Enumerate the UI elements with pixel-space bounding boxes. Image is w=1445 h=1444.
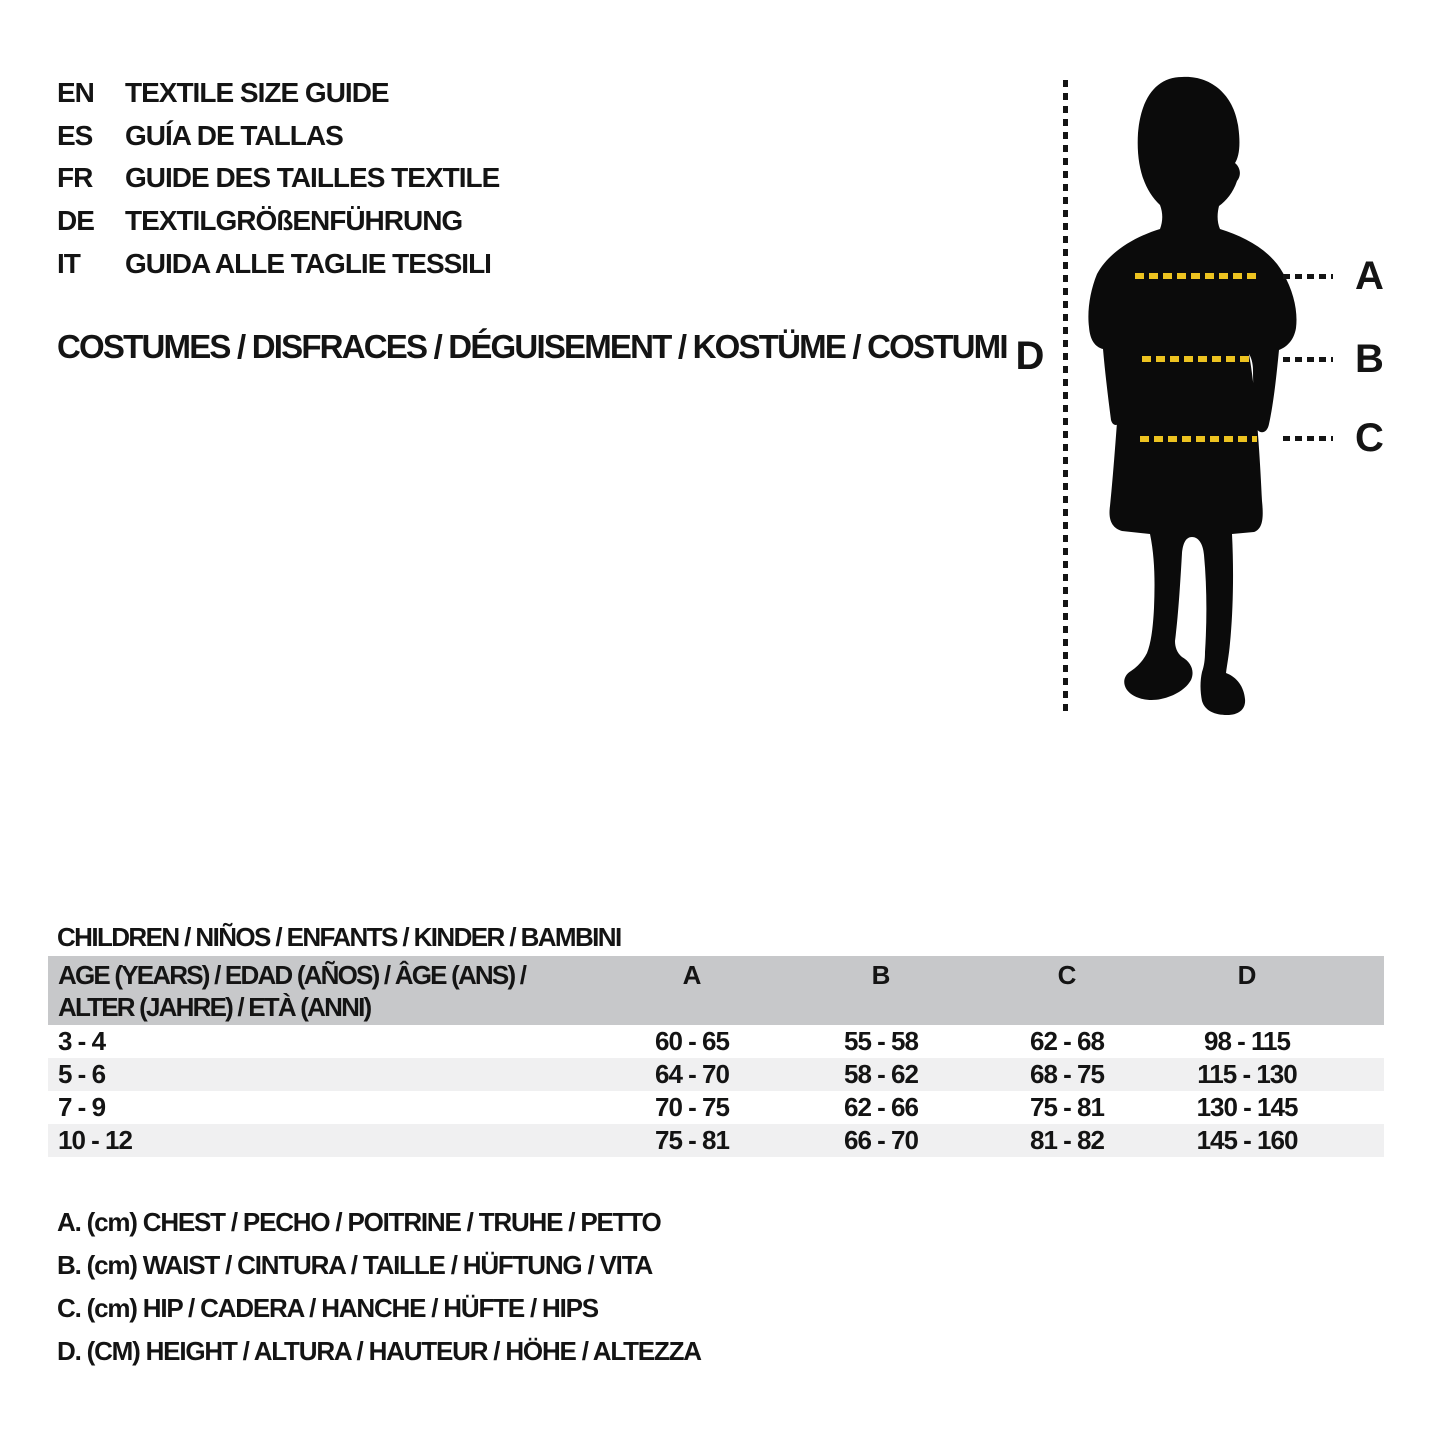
- dotted-connector: [1283, 356, 1333, 362]
- age-cell: 10 - 12: [58, 1125, 133, 1155]
- height-value-cell: 115 - 130: [1197, 1059, 1297, 1089]
- legend-item-height: D. (CM) HEIGHT / ALTURA / HAUTEUR / HÖHE…: [57, 1336, 702, 1366]
- language-title: GUIDE DES TAILLES TEXTILE: [125, 162, 500, 194]
- measurement-legend: A. (cm) CHEST / PECHO / POITRINE / TRUHE…: [57, 1201, 702, 1373]
- language-row-fr: FR GUIDE DES TAILLES TEXTILE: [57, 157, 500, 200]
- legend-item-waist: B. (cm) WAIST / CINTURA / TAILLE / HÜFTU…: [57, 1250, 653, 1280]
- measurement-diagram: D A B C: [1000, 60, 1445, 745]
- language-code: EN: [57, 77, 95, 109]
- age-cell: 5 - 6: [58, 1059, 106, 1089]
- age-header-line2: ALTER (JAHRE) / ETÀ (ANNI): [58, 992, 372, 1022]
- child-silhouette-shape: [1088, 76, 1297, 715]
- table-section-heading: CHILDREN / NIÑOS / ENFANTS / KINDER / BA…: [57, 922, 622, 952]
- table-row: 5 - 6 64 - 70 58 - 62 68 - 75 115 - 130: [48, 1058, 1384, 1091]
- language-code: ES: [57, 119, 93, 151]
- measure-row-waist: B: [1283, 339, 1384, 379]
- waist-value-cell: 55 - 58: [844, 1026, 919, 1056]
- language-title: TEXTILGRÖßENFÜHRUNG: [125, 205, 463, 237]
- hip-value-cell: 81 - 82: [1030, 1125, 1105, 1155]
- chest-value-cell: 64 - 70: [655, 1059, 730, 1089]
- children-size-table: AGE (YEARS) / EDAD (AÑOS) / ÂGE (ANS) / …: [48, 956, 1384, 1157]
- age-header-line1: AGE (YEARS) / EDAD (AÑOS) / ÂGE (ANS) /: [58, 960, 527, 990]
- table-row: 10 - 12 75 - 81 66 - 70 81 - 82 145 - 16…: [48, 1124, 1384, 1157]
- age-cell: 7 - 9: [58, 1092, 106, 1122]
- height-value-cell: 130 - 145: [1196, 1092, 1299, 1122]
- dotted-connector: [1283, 273, 1333, 279]
- legend-item-hip: C. (cm) HIP / CADERA / HANCHE / HÜFTE / …: [57, 1293, 599, 1323]
- column-header-d: D: [1237, 960, 1257, 990]
- chest-value-cell: 75 - 81: [655, 1125, 730, 1155]
- table-header-row: AGE (YEARS) / EDAD (AÑOS) / ÂGE (ANS) / …: [48, 956, 1384, 1025]
- legend-item-chest: A. (cm) CHEST / PECHO / POITRINE / TRUHE…: [57, 1207, 662, 1237]
- language-code: IT: [57, 247, 81, 279]
- height-dotted-line: [1063, 80, 1068, 713]
- dotted-connector: [1283, 435, 1333, 441]
- language-code: FR: [57, 162, 93, 194]
- height-value-cell: 145 - 160: [1196, 1125, 1299, 1155]
- language-row-it: IT GUIDA ALLE TAGLIE TESSILI: [57, 242, 499, 285]
- table-row: 7 - 9 70 - 75 62 - 66 75 - 81 130 - 145: [48, 1091, 1384, 1124]
- chest-value-cell: 60 - 65: [655, 1026, 730, 1056]
- hip-value-cell: 62 - 68: [1030, 1026, 1105, 1056]
- language-row-de: DE TEXTILGRÖßENFÜHRUNG: [57, 200, 499, 243]
- child-silhouette-icon: [1088, 76, 1297, 715]
- waist-value-cell: 58 - 62: [844, 1059, 919, 1089]
- height-measure-label: D: [1015, 334, 1045, 378]
- waist-value-cell: 62 - 66: [844, 1092, 919, 1122]
- language-code: DE: [57, 205, 95, 237]
- age-column-header: AGE (YEARS) / EDAD (AÑOS) / ÂGE (ANS) / …: [48, 959, 596, 1025]
- measure-row-hip: C: [1283, 418, 1384, 458]
- hip-value-cell: 75 - 81: [1030, 1092, 1105, 1122]
- age-cell: 3 - 4: [58, 1026, 106, 1056]
- waist-measure-label: B: [1355, 337, 1384, 381]
- height-value-cell: 98 - 115: [1204, 1026, 1291, 1056]
- chest-measure-label: A: [1355, 254, 1384, 298]
- language-title: GUÍA DE TALLAS: [125, 119, 344, 151]
- chest-value-cell: 70 - 75: [655, 1092, 730, 1122]
- language-guide-list: EN TEXTILE SIZE GUIDE ES GUÍA DE TALLAS …: [57, 72, 500, 285]
- language-title: GUIDA ALLE TAGLIE TESSILI: [125, 247, 492, 279]
- column-header-c: C: [1057, 960, 1077, 990]
- language-row-es: ES GUÍA DE TALLAS: [57, 115, 499, 158]
- column-header-a: A: [682, 960, 702, 990]
- column-header-b: B: [871, 960, 891, 990]
- category-heading: COSTUMES / DISFRACES / DÉGUISEMENT / KOS…: [57, 328, 1009, 365]
- hip-measure-label: C: [1355, 416, 1384, 460]
- hip-value-cell: 68 - 75: [1030, 1059, 1105, 1089]
- language-row-en: EN TEXTILE SIZE GUIDE: [57, 72, 499, 115]
- language-title: TEXTILE SIZE GUIDE: [125, 77, 390, 109]
- measure-row-chest: A: [1283, 256, 1384, 296]
- waist-value-cell: 66 - 70: [844, 1125, 919, 1155]
- table-row: 3 - 4 60 - 65 55 - 58 62 - 68 98 - 115: [48, 1025, 1384, 1058]
